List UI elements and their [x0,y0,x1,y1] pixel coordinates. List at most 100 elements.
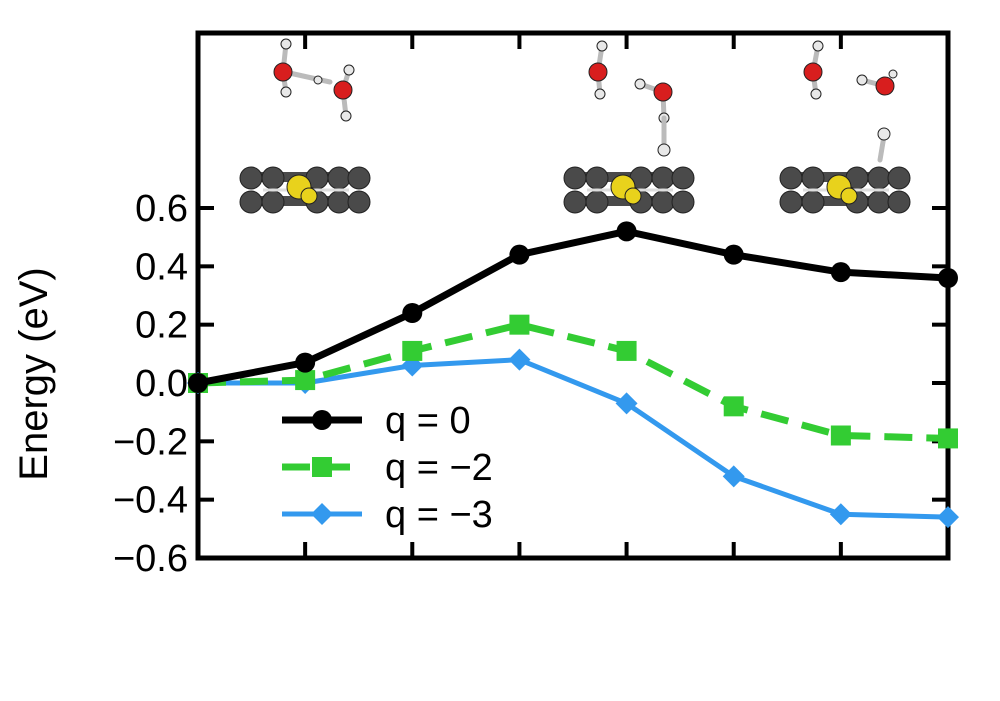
hydrogen-atom [812,40,824,52]
carbon-atom [585,190,609,214]
carbon-atom [347,190,371,214]
carbon-atom [327,190,351,214]
y-tick-label: 0.6 [135,188,188,230]
data-point [830,425,851,446]
oxygen-atom [333,80,353,100]
data-point [722,465,745,488]
y-tick-label: −0.4 [113,480,188,522]
hydrogen-atom [634,78,646,90]
data-point [938,268,958,288]
dopant-atom [840,187,858,205]
carbon-atom [261,190,285,214]
data-point [937,506,959,529]
y-tick-label: 0.0 [135,363,188,405]
hydrogen-atom [810,88,822,100]
hydrogen-atom [343,64,355,76]
hydrogen-atom [280,38,292,50]
series-0 [188,221,958,393]
legend-marker [312,410,332,430]
carbon-atom [801,166,825,190]
y-axis-ticks: −0.6 −0.4 −0.2 0.0 0.2 0.4 0.6 [113,33,948,580]
hydrogen-atom [313,75,323,85]
hydrogen-atom [340,110,352,122]
data-series [187,221,959,529]
carbon-atom [887,166,911,190]
carbon-atom [651,166,675,190]
plot-area [195,30,951,561]
water-molecule [273,38,293,98]
carbon-atom [671,190,695,214]
carbon-atom [867,166,891,190]
data-point [616,221,637,242]
carbon-atom [779,166,803,190]
data-point [402,340,423,361]
carbon-atom [261,166,285,190]
water-molecule [856,74,895,96]
legend-label: q = −2 [385,447,493,489]
carbon-atom [801,190,825,214]
y-tick-label: 0.2 [135,305,188,347]
plot-frame [195,30,951,561]
oxygen-atom [588,62,608,82]
carbon-atom [239,166,263,190]
molecule-inset-1 [239,38,371,214]
oxygen-atom [803,62,823,82]
graphene-sheet [239,166,371,214]
hydrogen-atom [657,143,671,157]
water-molecule [333,64,355,122]
carbon-atom [671,166,695,190]
water-molecule [803,40,824,100]
data-point [402,303,423,323]
dopant-atom [300,187,318,205]
carbon-atom [585,166,609,190]
legend-entry: q = −3 [282,494,493,536]
carbon-atom [563,166,587,190]
hydrogen-atom [888,69,898,79]
legend: q = 0 q = −2 q = −3 [282,400,493,536]
data-point [295,370,316,391]
data-point [938,428,958,449]
carbon-atom [327,166,351,190]
graphene-sheet [779,166,911,214]
carbon-atom [239,190,263,214]
carbon-atom [347,166,371,190]
carbon-atom [779,190,803,214]
series-line [197,227,949,387]
legend-label: q = 0 [385,400,471,442]
series-line [198,357,949,520]
legend-entry: q = −2 [282,447,493,489]
dopant-atom [624,187,642,205]
molecule-inset-2 [563,40,695,214]
water-molecule [634,78,673,124]
y-tick-label: −0.6 [113,538,188,580]
carbon-atom [867,190,891,214]
bond [282,69,333,85]
data-point [509,244,530,265]
hydrogen-atom [877,127,891,141]
carbon-atom [563,190,587,214]
data-point [723,244,744,265]
carbon-atom [887,190,911,214]
graphene-sheet [563,166,695,214]
hydrogen-atom [594,88,606,100]
oxygen-atom [653,82,673,102]
hydrogen-atom [280,86,292,98]
molecule-insets [239,38,911,214]
data-point [615,392,638,415]
oxygen-atom [875,76,895,96]
legend-marker [311,503,333,525]
molecule-inset-3 [779,40,911,214]
data-point [295,352,316,373]
legend-label: q = −3 [385,494,493,536]
water-molecule [588,40,608,100]
data-point [829,503,852,526]
hydrogen-atom [596,40,608,52]
data-point [509,314,530,335]
y-tick-label: −0.2 [113,421,188,463]
oxygen-atom [273,62,293,82]
data-point [508,348,531,371]
series-1 [188,314,958,449]
data-point [723,396,744,417]
series-line [197,321,949,442]
